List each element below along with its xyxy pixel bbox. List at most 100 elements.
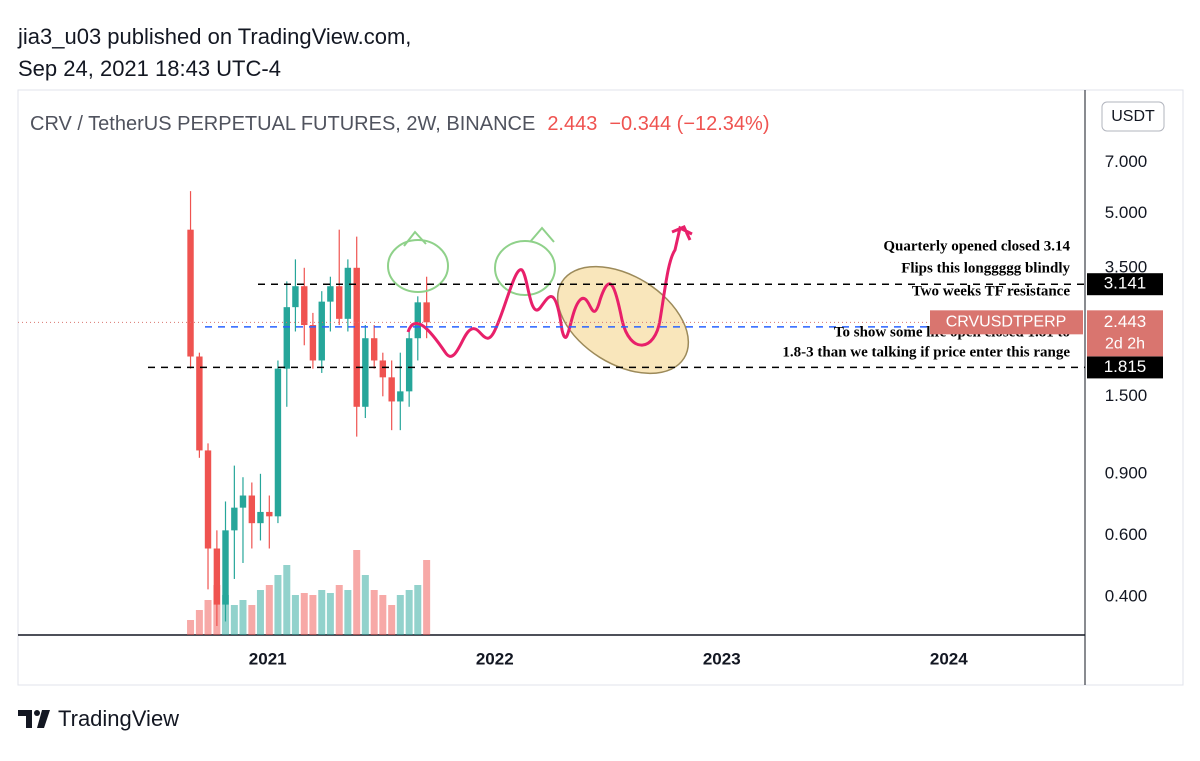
volume-bar [300,593,308,635]
candle-body [204,450,212,549]
volume-bar [195,610,203,635]
tradingview-logo [18,710,50,728]
candle-body [405,338,413,392]
currency-button[interactable] [1101,101,1165,132]
candle-body [414,302,421,339]
logo-mark [18,710,32,728]
chart-frame [17,89,1184,686]
volume-bar [187,620,195,635]
annotation: Quarterly opened closed 3.14 [883,238,1070,254]
candle-body [353,267,360,407]
volume-bar [388,605,396,635]
countdown-label: 2d 2h [1105,336,1145,353]
footer-brand: TradingView [58,706,179,731]
y-tick-label: 3.500 [1105,257,1148,276]
logo-mark [37,710,50,728]
symbol-box [930,310,1083,335]
candle-body [222,530,229,605]
candle-body [309,325,317,361]
legend-price: 2.443 [547,113,597,135]
candle-body [388,377,395,402]
candle-body [213,548,221,605]
legend-change: −0.344 (−12.34%) [609,113,769,135]
candle-body [336,286,343,319]
candle-body [423,302,430,323]
volume-bar [274,575,282,635]
chart-title: CRV / TetherUS PERPETUAL FUTURES, 2W, BI… [30,113,535,135]
level-price-label: 1.815 [1104,357,1147,376]
annotation: Two weeks TF resistance [912,283,1071,299]
candle-body [292,286,299,308]
circle-drawing [494,240,556,296]
projection-drawing [406,225,693,358]
candle-body [274,368,282,517]
volume-bar [405,590,413,635]
volume-bar [239,600,247,635]
candle-body [196,356,203,451]
level-price-box [1087,273,1163,296]
candle-body [257,511,264,524]
candle-body [187,229,194,357]
level-price-box [1087,356,1163,379]
volume-bar [361,575,369,635]
candle-body [301,286,308,326]
candle-body [344,267,352,319]
y-tick-label: 1.500 [1105,386,1148,405]
volume-bar [423,560,431,635]
arrow-drawing [529,226,555,243]
volume-bar [230,605,238,635]
date-line: Sep 24, 2021 18:43 UTC-4 [18,56,281,81]
logo-dot [34,710,40,716]
candle-body [397,391,404,402]
volume-bar [283,565,291,635]
volume-bar [370,590,378,635]
y-tick-label: 0.900 [1105,463,1148,482]
candle-body [239,495,247,508]
volume-bar [248,605,256,635]
candle-body [266,511,273,517]
chart-legend: CRV / TetherUS PERPETUAL FUTURES, 2W, BI… [30,113,770,135]
level-price-label: 3.141 [1104,274,1147,293]
y-tick-label: 7.000 [1105,152,1148,171]
candle-body [362,338,369,407]
volume-bar [309,595,317,635]
volume-bar [291,595,299,635]
candle-body [327,286,334,302]
circle-drawing [387,239,449,293]
annotation: 1.8-3 than we talking if price enter thi… [782,344,1070,360]
volume-bar [396,595,404,635]
volume-bar [353,550,361,635]
volume-bar [265,585,273,635]
volume-bar [318,590,326,635]
y-tick-label: 5.000 [1105,203,1148,222]
x-tick-label: 2024 [930,649,968,668]
x-tick-label: 2023 [703,649,741,668]
volume-bar [344,590,352,635]
y-tick-label: 0.400 [1105,586,1148,605]
candle-body [370,338,378,361]
volume-bar [256,590,264,635]
candle-body [283,307,290,369]
currency-label[interactable]: USDT [1111,108,1155,125]
volume-bar [326,593,334,635]
symbol-label: CRVUSDTPERP [946,314,1067,331]
x-tick-label: 2021 [249,649,287,668]
candle-body [231,507,238,531]
candle-body [318,301,325,361]
overlay: Quarterly opened closed 3.14 Flips this l… [18,238,1085,369]
arrow-drawing [403,230,427,247]
x-tick-label: 2022 [476,649,514,668]
volume-bar [335,585,343,635]
volume-bar [414,585,422,635]
y-tick-label: 0.600 [1105,525,1148,544]
candle-body [248,495,256,524]
volume-bar [379,595,387,635]
plot [187,191,431,635]
current-price-label: 2.443 [1104,312,1147,331]
candle-body [379,360,387,378]
volume-bar [204,600,212,635]
drawings [387,225,693,375]
author-line: jia3_u03 published on TradingView.com, [17,24,411,49]
